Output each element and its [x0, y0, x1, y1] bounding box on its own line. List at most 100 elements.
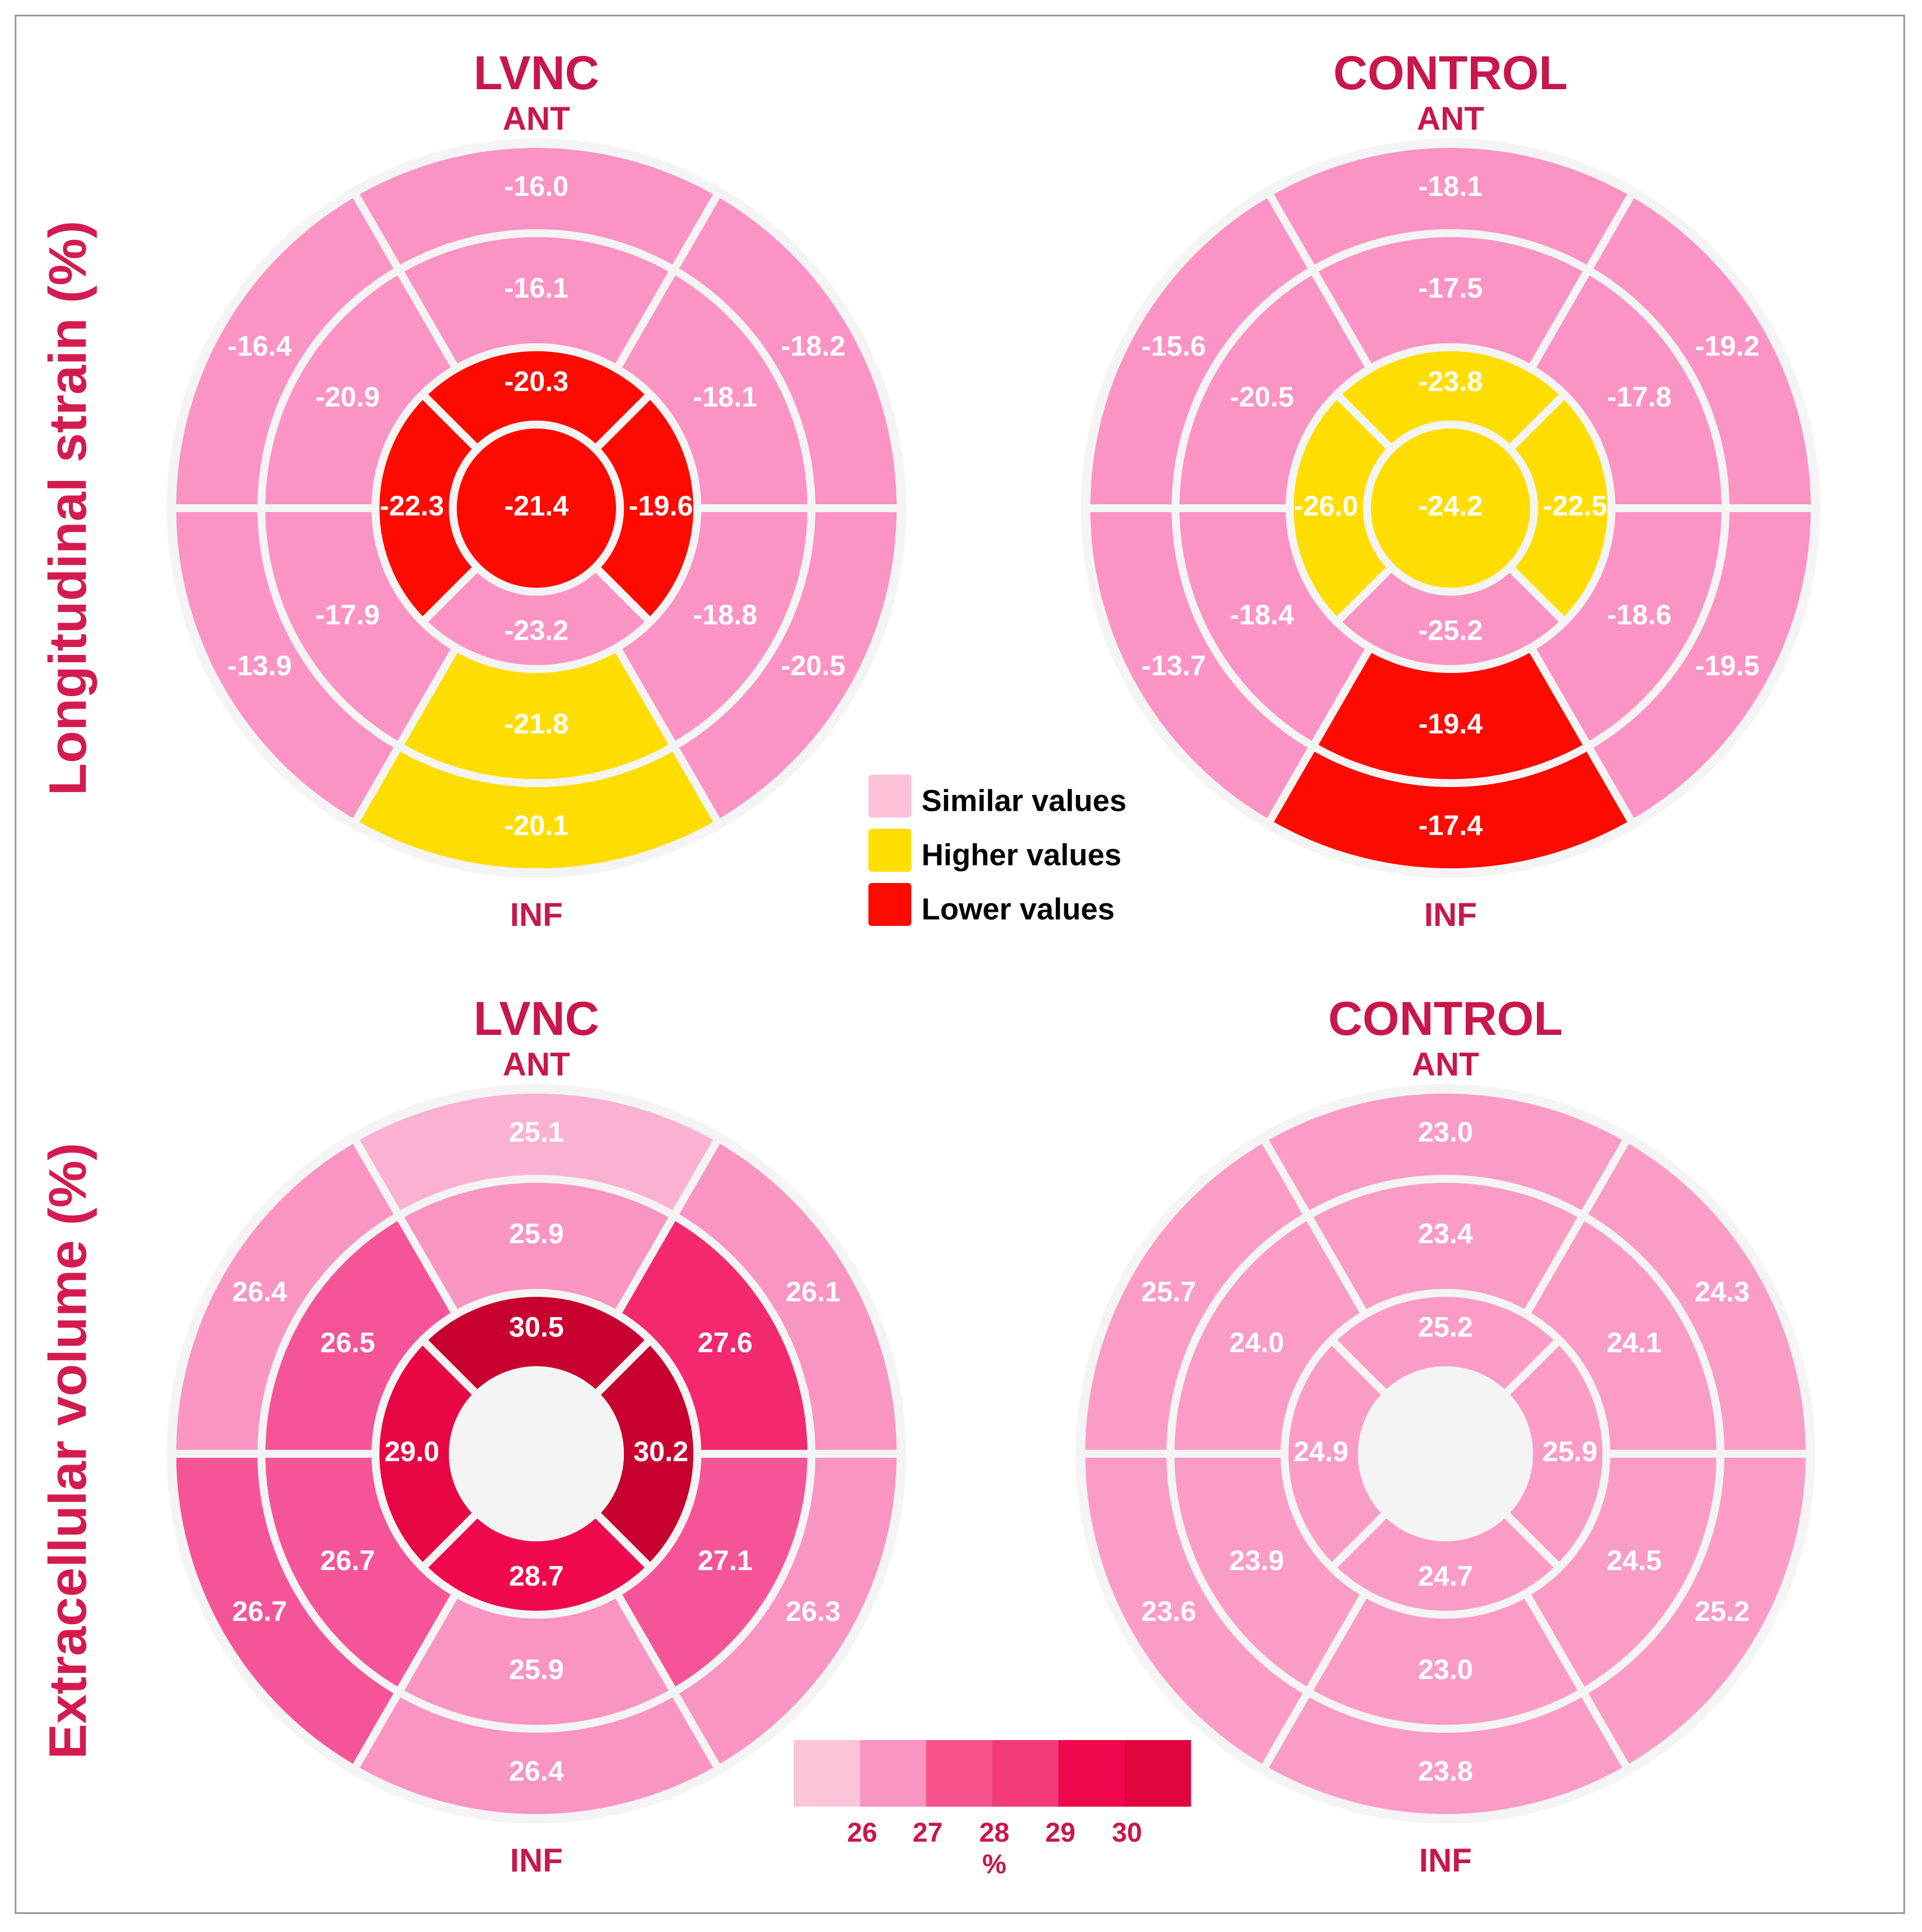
basal-value-inferoseptal: -13.9: [228, 650, 292, 681]
colorbar-cell: [794, 1740, 860, 1807]
mid-value-inferoseptal: -17.9: [316, 599, 380, 631]
label-ant: ANT: [503, 1046, 570, 1083]
colorbar: 26 27 28 29 30 %: [794, 1740, 1191, 1879]
mid-value-anterior: -16.1: [504, 272, 569, 304]
apex-segment: [1358, 1366, 1533, 1541]
legend-swatch-lower: [868, 883, 911, 926]
legend-swatch-higher: [868, 829, 911, 872]
label-inf: INF: [1424, 897, 1477, 933]
basal-value-inferoseptal: 23.6: [1141, 1596, 1196, 1627]
basal-value-anteroseptal: -16.4: [228, 330, 292, 362]
mid-value-anteroseptal: -20.5: [1230, 381, 1294, 413]
mid-value-inferior: -21.8: [504, 708, 569, 740]
mid-value-anteroseptal: 26.5: [320, 1327, 375, 1358]
apex-segment: [1363, 421, 1538, 596]
basal-value-inferior: 26.4: [509, 1755, 564, 1787]
bullseye-plots: -16.0 -18.2 -20.5 -20.1 -13.9 -16.4 -16.1 -18.1…: [167, 46, 1820, 1879]
label-ant: ANT: [503, 100, 570, 137]
legend-label-higher: Higher values: [921, 838, 1121, 872]
apical-value-septal: 24.9: [1294, 1436, 1348, 1467]
plot-title: CONTROL: [1333, 46, 1567, 99]
legend-swatch-similar: [868, 775, 911, 818]
apical-value-anterior: 25.2: [1418, 1312, 1473, 1343]
mid-value-anterior: -17.5: [1418, 272, 1483, 304]
mid-value-anterolateral: 27.6: [698, 1327, 753, 1358]
colorbar-unit: %: [982, 1850, 1007, 1879]
label-ant: ANT: [1417, 100, 1484, 137]
apical-value-lateral: -22.5: [1543, 490, 1608, 522]
colorbar-tick-29: 29: [1045, 1818, 1075, 1848]
mid-value-anterolateral: -17.8: [1607, 381, 1671, 413]
apex-segment: [449, 1366, 624, 1541]
mid-value-inferolateral: -18.8: [693, 599, 757, 631]
apex-value: -21.4: [504, 490, 569, 522]
mid-value-inferoseptal: 26.7: [320, 1545, 375, 1576]
mid-value-anterolateral: 24.1: [1607, 1327, 1662, 1358]
apical-value-inferior: -23.2: [504, 615, 569, 646]
basal-value-inferior: -17.4: [1418, 810, 1483, 841]
basal-value-inferolateral: -19.5: [1695, 650, 1759, 681]
apical-value-lateral: 25.9: [1543, 1436, 1597, 1467]
colorbar-tick-26: 26: [847, 1818, 877, 1848]
basal-value-inferoseptal: -13.7: [1142, 650, 1206, 681]
mid-value-inferolateral: 27.1: [698, 1545, 753, 1576]
colorbar-tick-28: 28: [979, 1818, 1009, 1848]
mid-value-anteroseptal: 24.0: [1229, 1327, 1284, 1358]
mid-value-inferolateral: 24.5: [1607, 1545, 1662, 1576]
basal-value-inferoseptal: 26.7: [232, 1596, 287, 1627]
basal-value-anterolateral: -19.2: [1695, 330, 1759, 362]
basal-value-inferolateral: 26.3: [786, 1596, 841, 1627]
apical-value-inferior: 28.7: [509, 1561, 564, 1592]
basal-value-anteroseptal: 25.7: [1141, 1276, 1196, 1308]
basal-value-anterolateral: 26.1: [786, 1276, 841, 1308]
label-inf: INF: [1419, 1842, 1471, 1879]
basal-value-anterior: 23.0: [1418, 1116, 1473, 1148]
apical-value-lateral: -19.6: [629, 490, 693, 522]
label-inf: INF: [510, 1842, 562, 1879]
apical-value-anterior: -20.3: [504, 366, 569, 397]
apical-value-lateral: 30.2: [634, 1436, 688, 1467]
basal-value-anterolateral: -18.2: [781, 330, 845, 362]
basal-value-inferior: -20.1: [504, 810, 569, 841]
basal-value-anterior: -18.1: [1418, 171, 1483, 202]
legend-label-similar: Similar values: [921, 784, 1126, 818]
apical-value-septal: 29.0: [385, 1436, 439, 1467]
label-inf: INF: [510, 897, 562, 933]
row-label-strain: Longitudinal strain (%): [38, 221, 97, 795]
basal-value-anterior: -16.0: [504, 171, 569, 202]
apical-value-anterior: -23.8: [1418, 366, 1483, 397]
apex-value: -24.2: [1418, 490, 1483, 522]
bullseye-2: -18.1 -19.2 -19.5 -17.4 -13.7 -15.6 -17.5 -17.8…: [1081, 46, 1820, 933]
mid-value-inferior: 23.0: [1418, 1654, 1473, 1685]
apical-value-septal: -26.0: [1294, 490, 1358, 522]
basal-value-inferolateral: -20.5: [781, 650, 845, 681]
category-legend: Similar values Higher values Lower value…: [868, 775, 1126, 926]
apical-value-septal: -22.3: [380, 490, 444, 522]
colorbar-tick-27: 27: [912, 1818, 942, 1848]
basal-value-anteroseptal: 26.4: [232, 1276, 287, 1308]
mid-value-inferolateral: -18.6: [1607, 599, 1671, 631]
bullseye-3: 25.1 26.1 26.3 26.4 26.7 26.4 25.9 27.6 27.1 25.9…: [167, 992, 906, 1879]
mid-value-anterior: 25.9: [509, 1218, 564, 1249]
legend-label-lower: Lower values: [921, 892, 1115, 926]
mid-value-anterior: 23.4: [1418, 1218, 1473, 1249]
colorbar-cell: [926, 1740, 993, 1807]
row-label-ecv: Extracellular volume (%): [38, 1143, 97, 1759]
basal-value-anterior: 25.1: [509, 1116, 564, 1148]
mid-value-inferoseptal: 23.9: [1229, 1545, 1284, 1576]
figure-frame: [15, 15, 1905, 1914]
basal-value-inferior: 23.8: [1418, 1755, 1473, 1787]
mid-value-inferoseptal: -18.4: [1230, 599, 1294, 631]
apical-value-inferior: -25.2: [1418, 615, 1483, 646]
mid-value-inferior: 25.9: [509, 1654, 564, 1685]
basal-value-anterolateral: 24.3: [1695, 1276, 1750, 1308]
basal-value-inferolateral: 25.2: [1695, 1596, 1750, 1627]
colorbar-tick-30: 30: [1112, 1818, 1142, 1848]
label-ant: ANT: [1412, 1046, 1479, 1083]
plot-title: LVNC: [474, 992, 599, 1045]
apical-value-anterior: 30.5: [509, 1312, 564, 1343]
colorbar-cell: [1124, 1740, 1191, 1807]
bullseye-1: -16.0 -18.2 -20.5 -20.1 -13.9 -16.4 -16.1 -18.1…: [167, 46, 906, 933]
colorbar-cell: [1058, 1740, 1125, 1807]
